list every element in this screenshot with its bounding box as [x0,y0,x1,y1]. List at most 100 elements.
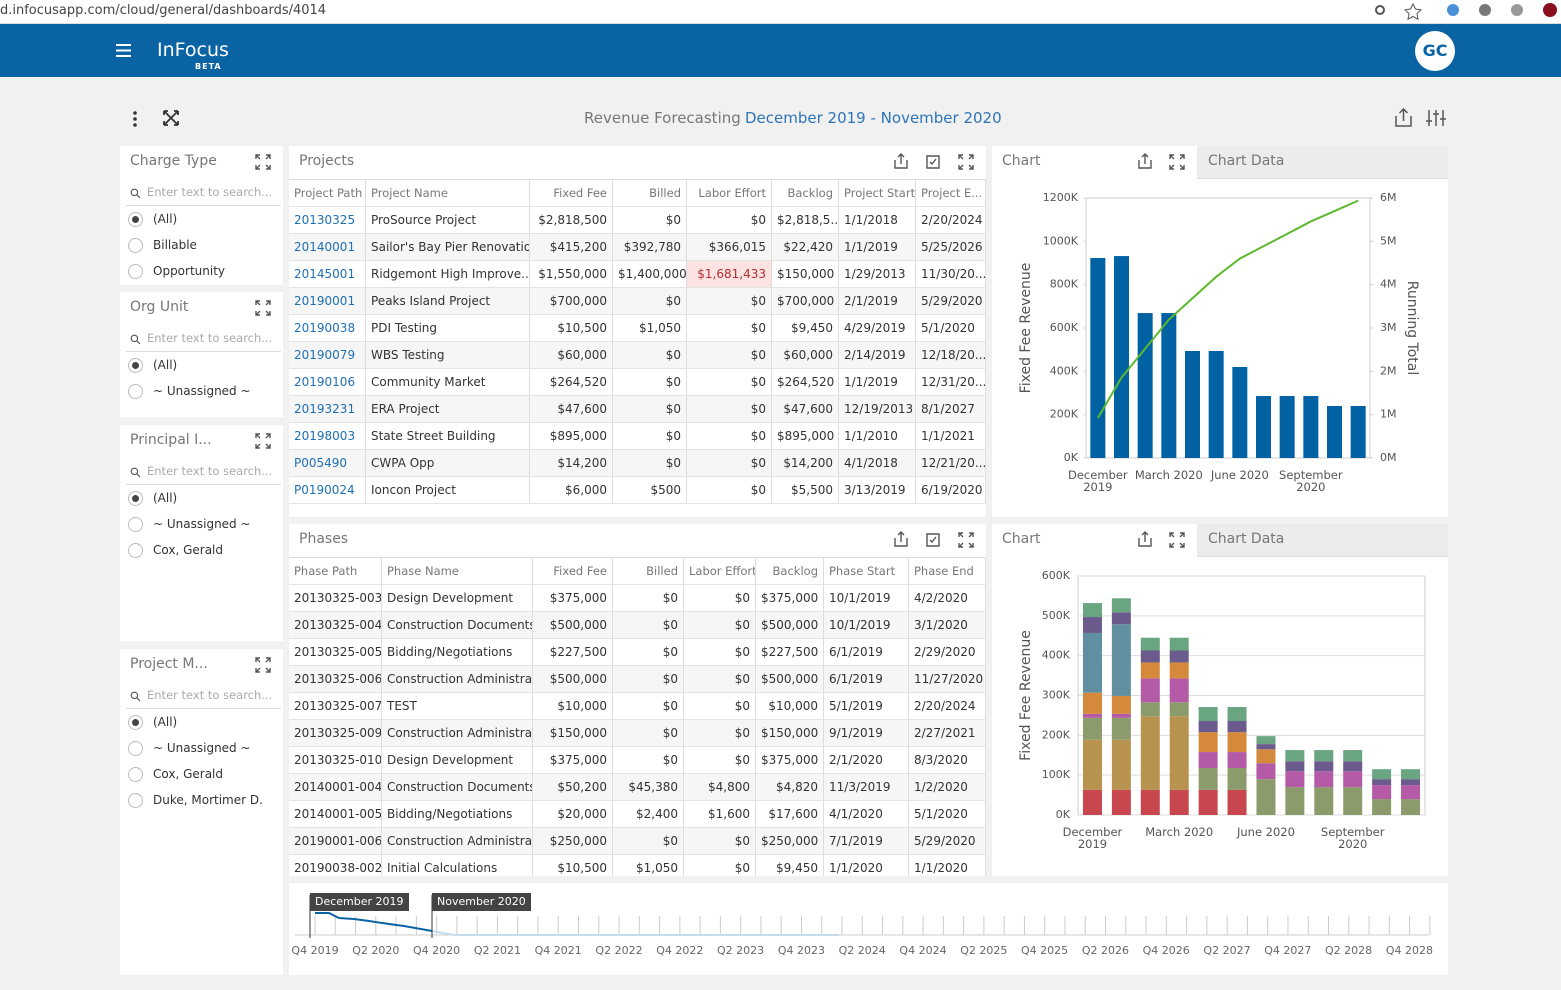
date-range[interactable]: December 2019 - November 2020 [745,109,1002,127]
radio[interactable] [128,491,143,506]
table-cell: 1/1/2018 [839,207,916,234]
table-cell: $20,000 [533,801,613,828]
tab[interactable]: Chart Data [1208,531,1285,547]
column-header[interactable]: Phase Start [824,558,909,585]
expand-icon[interactable] [255,154,271,170]
table-cell[interactable]: P0190024 [289,477,366,504]
column-header[interactable]: Project E... [916,180,986,207]
search-icon[interactable] [130,334,143,347]
url[interactable]: d.infocusapp.com/cloud/general/dashboard… [0,3,327,18]
column-header[interactable]: Billed [613,180,687,207]
column-header[interactable]: Billed [613,558,684,585]
check-icon[interactable] [925,532,941,548]
profile-icon[interactable] [1543,3,1557,17]
expand-icon[interactable] [255,433,271,449]
expand-icon[interactable] [255,657,271,673]
column-header[interactable]: Labor Effort [684,558,756,585]
kebab-dot[interactable] [133,117,137,121]
column-header[interactable]: Fixed Fee [533,558,613,585]
radio[interactable] [128,793,143,808]
filter-option[interactable]: Opportunity [153,264,226,278]
table-cell: 11/3/2019 [824,774,909,801]
filter-option[interactable]: (All) [153,358,178,372]
filter-option[interactable]: ~ Unassigned ~ [153,741,251,755]
filter-option[interactable]: ~ Unassigned ~ [153,384,251,398]
filter-option[interactable]: (All) [153,212,178,226]
table-cell: 1/1/2020 [824,855,909,876]
filter-option[interactable]: Duke, Mortimer D. [153,793,263,807]
column-header[interactable]: Project Name [366,180,530,207]
table-cell[interactable]: P005490 [289,450,366,477]
expand-icon[interactable] [958,154,974,170]
radio[interactable] [128,238,143,253]
bar-segment [1140,702,1160,717]
column-header[interactable]: Labor Effort [687,180,772,207]
table-cell[interactable]: 20140001 [289,234,366,261]
table-cell[interactable]: 20130325 [289,207,366,234]
check-icon[interactable] [925,154,941,170]
share-icon[interactable] [1395,108,1412,127]
radio[interactable] [128,715,143,730]
table-cell: State Street Building [366,423,530,450]
kebab-dot[interactable] [133,123,137,127]
radio[interactable] [128,543,143,558]
radio[interactable] [128,384,143,399]
ext-icon[interactable] [1479,4,1491,16]
expand-icon[interactable] [1169,154,1185,170]
filter-option[interactable]: Billable [153,238,197,252]
app-name[interactable]: InFocus [157,39,229,61]
column-header[interactable]: Fixed Fee [530,180,613,207]
table-cell[interactable]: 20190001 [289,288,366,315]
tab[interactable]: Chart Data [1208,153,1285,169]
column-header[interactable]: Project Path [289,180,366,207]
radio[interactable] [128,767,143,782]
bar-segment [1343,787,1363,815]
filter-option[interactable]: ~ Unassigned ~ [153,517,251,531]
filter-option[interactable]: Cox, Gerald [153,543,224,557]
radio[interactable] [128,358,143,373]
tab[interactable]: Chart [1002,531,1041,547]
share-icon[interactable] [893,531,909,547]
ext-icon[interactable] [1447,4,1459,16]
search-icon[interactable] [130,467,143,480]
table-cell[interactable]: 20190038 [289,315,366,342]
filter-option[interactable]: Cox, Gerald [153,767,224,781]
column-header[interactable]: Phase Path [289,558,382,585]
column-header[interactable]: Project Start [839,180,916,207]
share-icon[interactable] [1137,153,1153,169]
fullscreen-icon[interactable] [163,110,179,126]
kebab-dot[interactable] [133,111,137,115]
search-icon[interactable] [130,188,143,201]
table-cell[interactable]: 20193231 [289,396,366,423]
star-icon[interactable] [1403,2,1423,21]
expand-icon[interactable] [1169,532,1185,548]
table-cell: Ioncon Project [366,477,530,504]
table-cell[interactable]: 20190079 [289,342,366,369]
key-icon[interactable] [1375,5,1385,15]
expand-icon[interactable] [958,532,974,548]
column-header[interactable]: Backlog [772,180,839,207]
table-cell[interactable]: 20145001 [289,261,366,288]
share-icon[interactable] [893,153,909,169]
tab[interactable]: Chart [1002,153,1041,169]
filter-option[interactable]: (All) [153,491,178,505]
share-icon[interactable] [1137,531,1153,547]
radio[interactable] [128,212,143,227]
bar-segment [1111,739,1131,790]
column-header[interactable]: Phase End [909,558,986,585]
column-header[interactable]: Backlog [756,558,824,585]
radio[interactable] [128,741,143,756]
table-cell[interactable]: 20190106 [289,369,366,396]
column-header[interactable]: Phase Name [382,558,533,585]
menu-icon[interactable] [116,44,132,58]
filter-option[interactable]: (All) [153,715,178,729]
settings-icon[interactable] [1426,110,1446,126]
ext-icon[interactable] [1511,4,1523,16]
expand-icon[interactable] [255,300,271,316]
radio[interactable] [128,517,143,532]
avatar[interactable]: GC [1415,31,1455,71]
bar [1137,313,1153,458]
table-cell[interactable]: 20198003 [289,423,366,450]
search-icon[interactable] [130,691,143,704]
radio[interactable] [128,264,143,279]
